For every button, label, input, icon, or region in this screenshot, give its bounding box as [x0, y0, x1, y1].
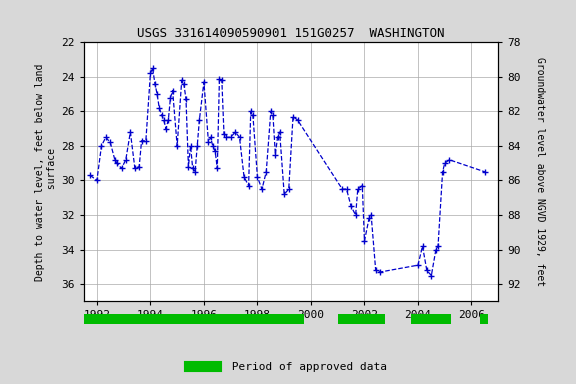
Legend:  Period of approved data: Period of approved data	[184, 358, 392, 377]
Bar	[84, 313, 304, 324]
Y-axis label: Groundwater level above NGVD 1929, feet: Groundwater level above NGVD 1929, feet	[535, 57, 545, 286]
Y-axis label: Depth to water level, feet below land
 surface: Depth to water level, feet below land su…	[35, 63, 57, 281]
Bar	[411, 313, 452, 324]
Bar	[338, 313, 385, 324]
Title: USGS 331614090590901 151G0257  WASHINGTON: USGS 331614090590901 151G0257 WASHINGTON	[137, 26, 445, 40]
Bar	[480, 313, 487, 324]
